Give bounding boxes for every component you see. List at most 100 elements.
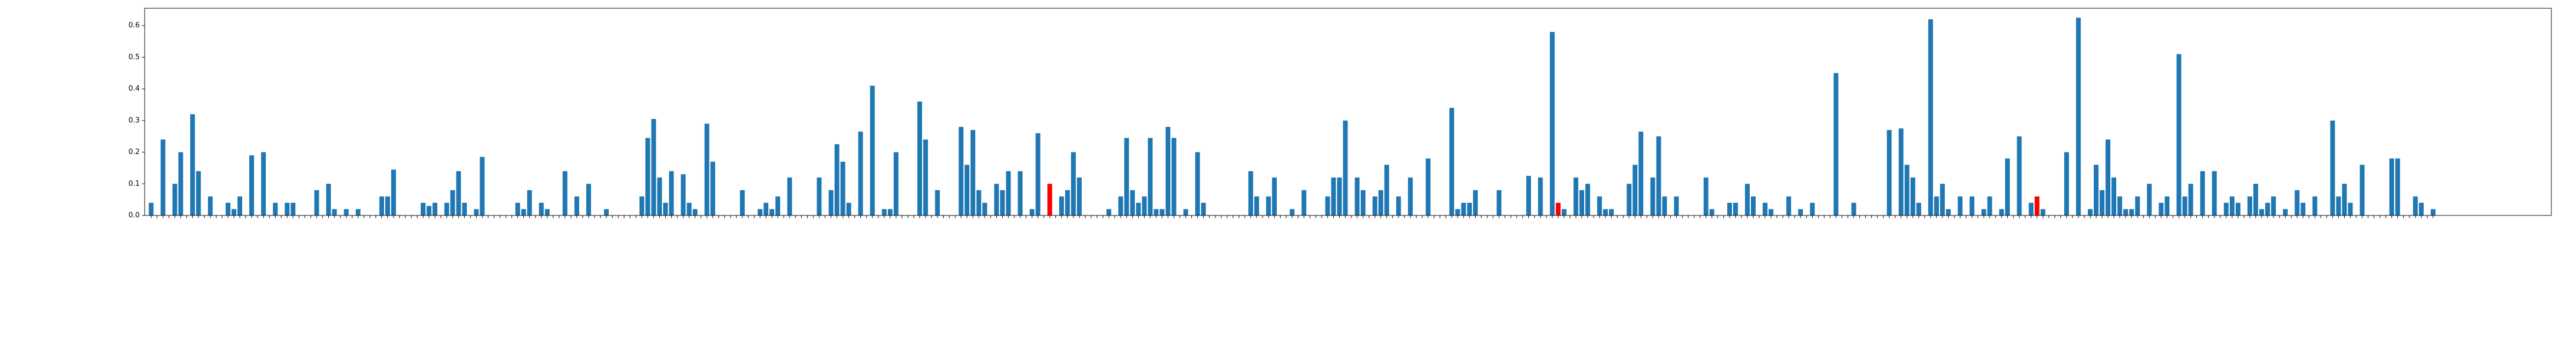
bar xyxy=(178,152,184,215)
bar xyxy=(1378,190,1384,215)
bar xyxy=(994,184,999,215)
bar xyxy=(1727,202,1732,215)
bar xyxy=(2360,164,2365,215)
bar xyxy=(1851,202,1857,215)
bar xyxy=(225,202,231,215)
bar xyxy=(148,202,154,215)
bar xyxy=(1497,190,1501,215)
bar xyxy=(1751,196,1756,215)
bar xyxy=(1662,196,1667,215)
bar xyxy=(787,177,792,215)
bar xyxy=(1609,209,1614,215)
bar xyxy=(604,209,609,215)
bar xyxy=(829,190,833,215)
bar xyxy=(1183,209,1189,215)
bar xyxy=(2123,209,2128,215)
bar xyxy=(190,114,195,215)
y-tick-label: 0.6 xyxy=(128,21,140,30)
bar xyxy=(1709,209,1715,215)
bar xyxy=(1473,190,1478,215)
bar xyxy=(1272,177,1277,215)
bar xyxy=(763,202,769,215)
bar xyxy=(1266,196,1271,215)
bar xyxy=(704,123,710,215)
bar xyxy=(1147,138,1153,215)
bar xyxy=(669,171,674,215)
bar xyxy=(1904,164,1910,215)
bar xyxy=(1461,202,1466,215)
bar xyxy=(639,196,644,215)
bar xyxy=(2265,202,2270,215)
bar xyxy=(923,139,928,215)
bar xyxy=(2188,184,2194,215)
bar xyxy=(1077,177,1082,215)
bar xyxy=(2419,202,2424,215)
bar xyxy=(2005,158,2010,215)
bar xyxy=(710,161,716,215)
bar xyxy=(1887,130,1892,215)
bar xyxy=(1047,184,1053,215)
bar xyxy=(356,209,361,215)
bar xyxy=(757,209,763,215)
bar xyxy=(1999,209,2004,215)
bar xyxy=(958,127,964,215)
bar xyxy=(1361,190,1366,215)
bar xyxy=(2177,54,2181,216)
bar xyxy=(888,209,893,215)
bar xyxy=(2212,171,2217,215)
bar xyxy=(432,202,438,215)
bar xyxy=(2283,209,2288,215)
bar xyxy=(539,202,544,215)
bar xyxy=(1556,202,1561,215)
bar xyxy=(1579,190,1585,215)
bar xyxy=(2224,202,2229,215)
bar xyxy=(2235,202,2241,215)
bar xyxy=(231,209,237,215)
bar xyxy=(2035,196,2040,215)
bar xyxy=(2395,158,2400,215)
bar xyxy=(1153,209,1159,215)
bar xyxy=(1343,120,1348,215)
bar xyxy=(562,171,568,215)
bar xyxy=(1425,158,1431,215)
bar xyxy=(1035,133,1041,215)
bar xyxy=(2300,202,2306,215)
bar xyxy=(1834,73,1838,215)
y-tick-label: 0.1 xyxy=(128,180,140,188)
bar xyxy=(444,202,449,215)
bar xyxy=(2182,196,2187,215)
bar xyxy=(462,202,467,215)
bar xyxy=(1130,190,1135,215)
bar xyxy=(2017,136,2022,215)
bar xyxy=(1928,19,1933,215)
bar xyxy=(1650,177,1655,215)
bar xyxy=(840,161,846,215)
bar xyxy=(1673,196,1679,215)
bar xyxy=(2105,139,2111,215)
bar xyxy=(657,177,662,215)
bar xyxy=(1160,209,1165,215)
bar xyxy=(1455,209,1460,215)
bar xyxy=(651,118,656,215)
bar xyxy=(1171,138,1176,215)
bar xyxy=(687,202,692,215)
bar xyxy=(1301,190,1306,215)
bar xyxy=(1396,196,1401,215)
bar xyxy=(473,209,479,215)
bar xyxy=(1000,190,1005,215)
bar xyxy=(1538,177,1543,215)
bar xyxy=(1071,152,1076,215)
bar xyxy=(1898,128,1904,215)
bar xyxy=(1632,164,1638,215)
bar xyxy=(2093,164,2099,215)
bar xyxy=(1449,107,1454,215)
bar xyxy=(2135,196,2140,215)
bar xyxy=(1916,202,1921,215)
bar xyxy=(2259,209,2264,215)
bar xyxy=(332,209,337,215)
y-tick-label: 0.5 xyxy=(128,53,140,61)
bar xyxy=(846,202,852,215)
bar xyxy=(1768,209,1774,215)
bar xyxy=(2064,152,2069,215)
bar xyxy=(1762,202,1768,215)
